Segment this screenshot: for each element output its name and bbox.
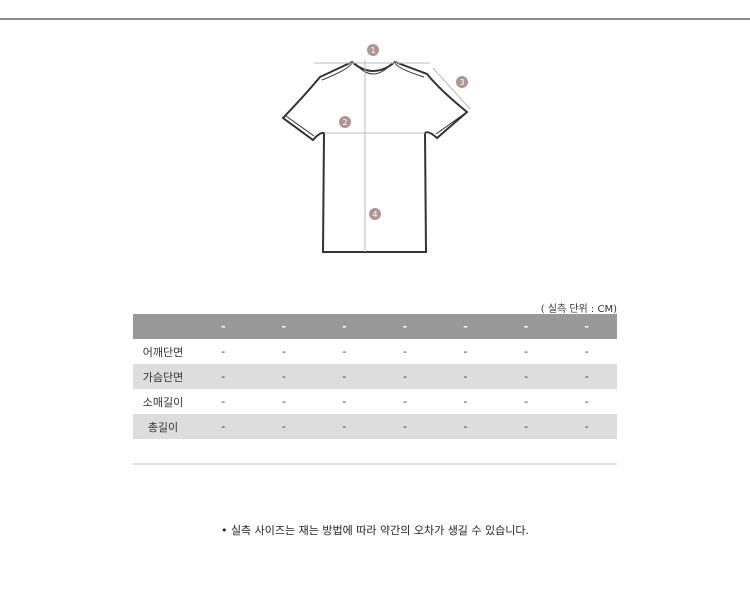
table-row: 어깨단면 ------- — [142, 345, 589, 359]
marker-1 — [367, 44, 379, 56]
table-row: 총길이 ------- — [133, 414, 617, 439]
marker-4 — [369, 208, 381, 220]
tshirt-size-diagram: 1 2 3 4 — [281, 44, 471, 253]
marker-2 — [339, 116, 351, 128]
markers — [339, 44, 468, 220]
measure-lines — [314, 60, 471, 252]
tshirt-outline — [281, 60, 469, 253]
unit-label: ( 실측 단위 : CM) — [540, 304, 617, 315]
table-bottom-divider — [133, 463, 617, 465]
table-header: -- -- -- - — [133, 314, 617, 339]
svg-text:4: 4 — [372, 210, 377, 219]
table-row: 소매길이 ------- — [142, 395, 589, 409]
measurement-note: • 실측 사이즈는 재는 방법에 따라 약간의 오차가 생길 수 있습니다. — [220, 524, 530, 537]
table-row: 가슴단면 ------- — [133, 364, 617, 389]
size-table: -- -- -- - 어깨단면 ------- 가슴단면 ------- 소매길… — [133, 314, 617, 439]
svg-text:2: 2 — [342, 118, 347, 127]
top-divider — [0, 18, 750, 20]
svg-text:3: 3 — [459, 78, 464, 87]
svg-text:1: 1 — [370, 46, 375, 55]
marker-3 — [456, 76, 468, 88]
